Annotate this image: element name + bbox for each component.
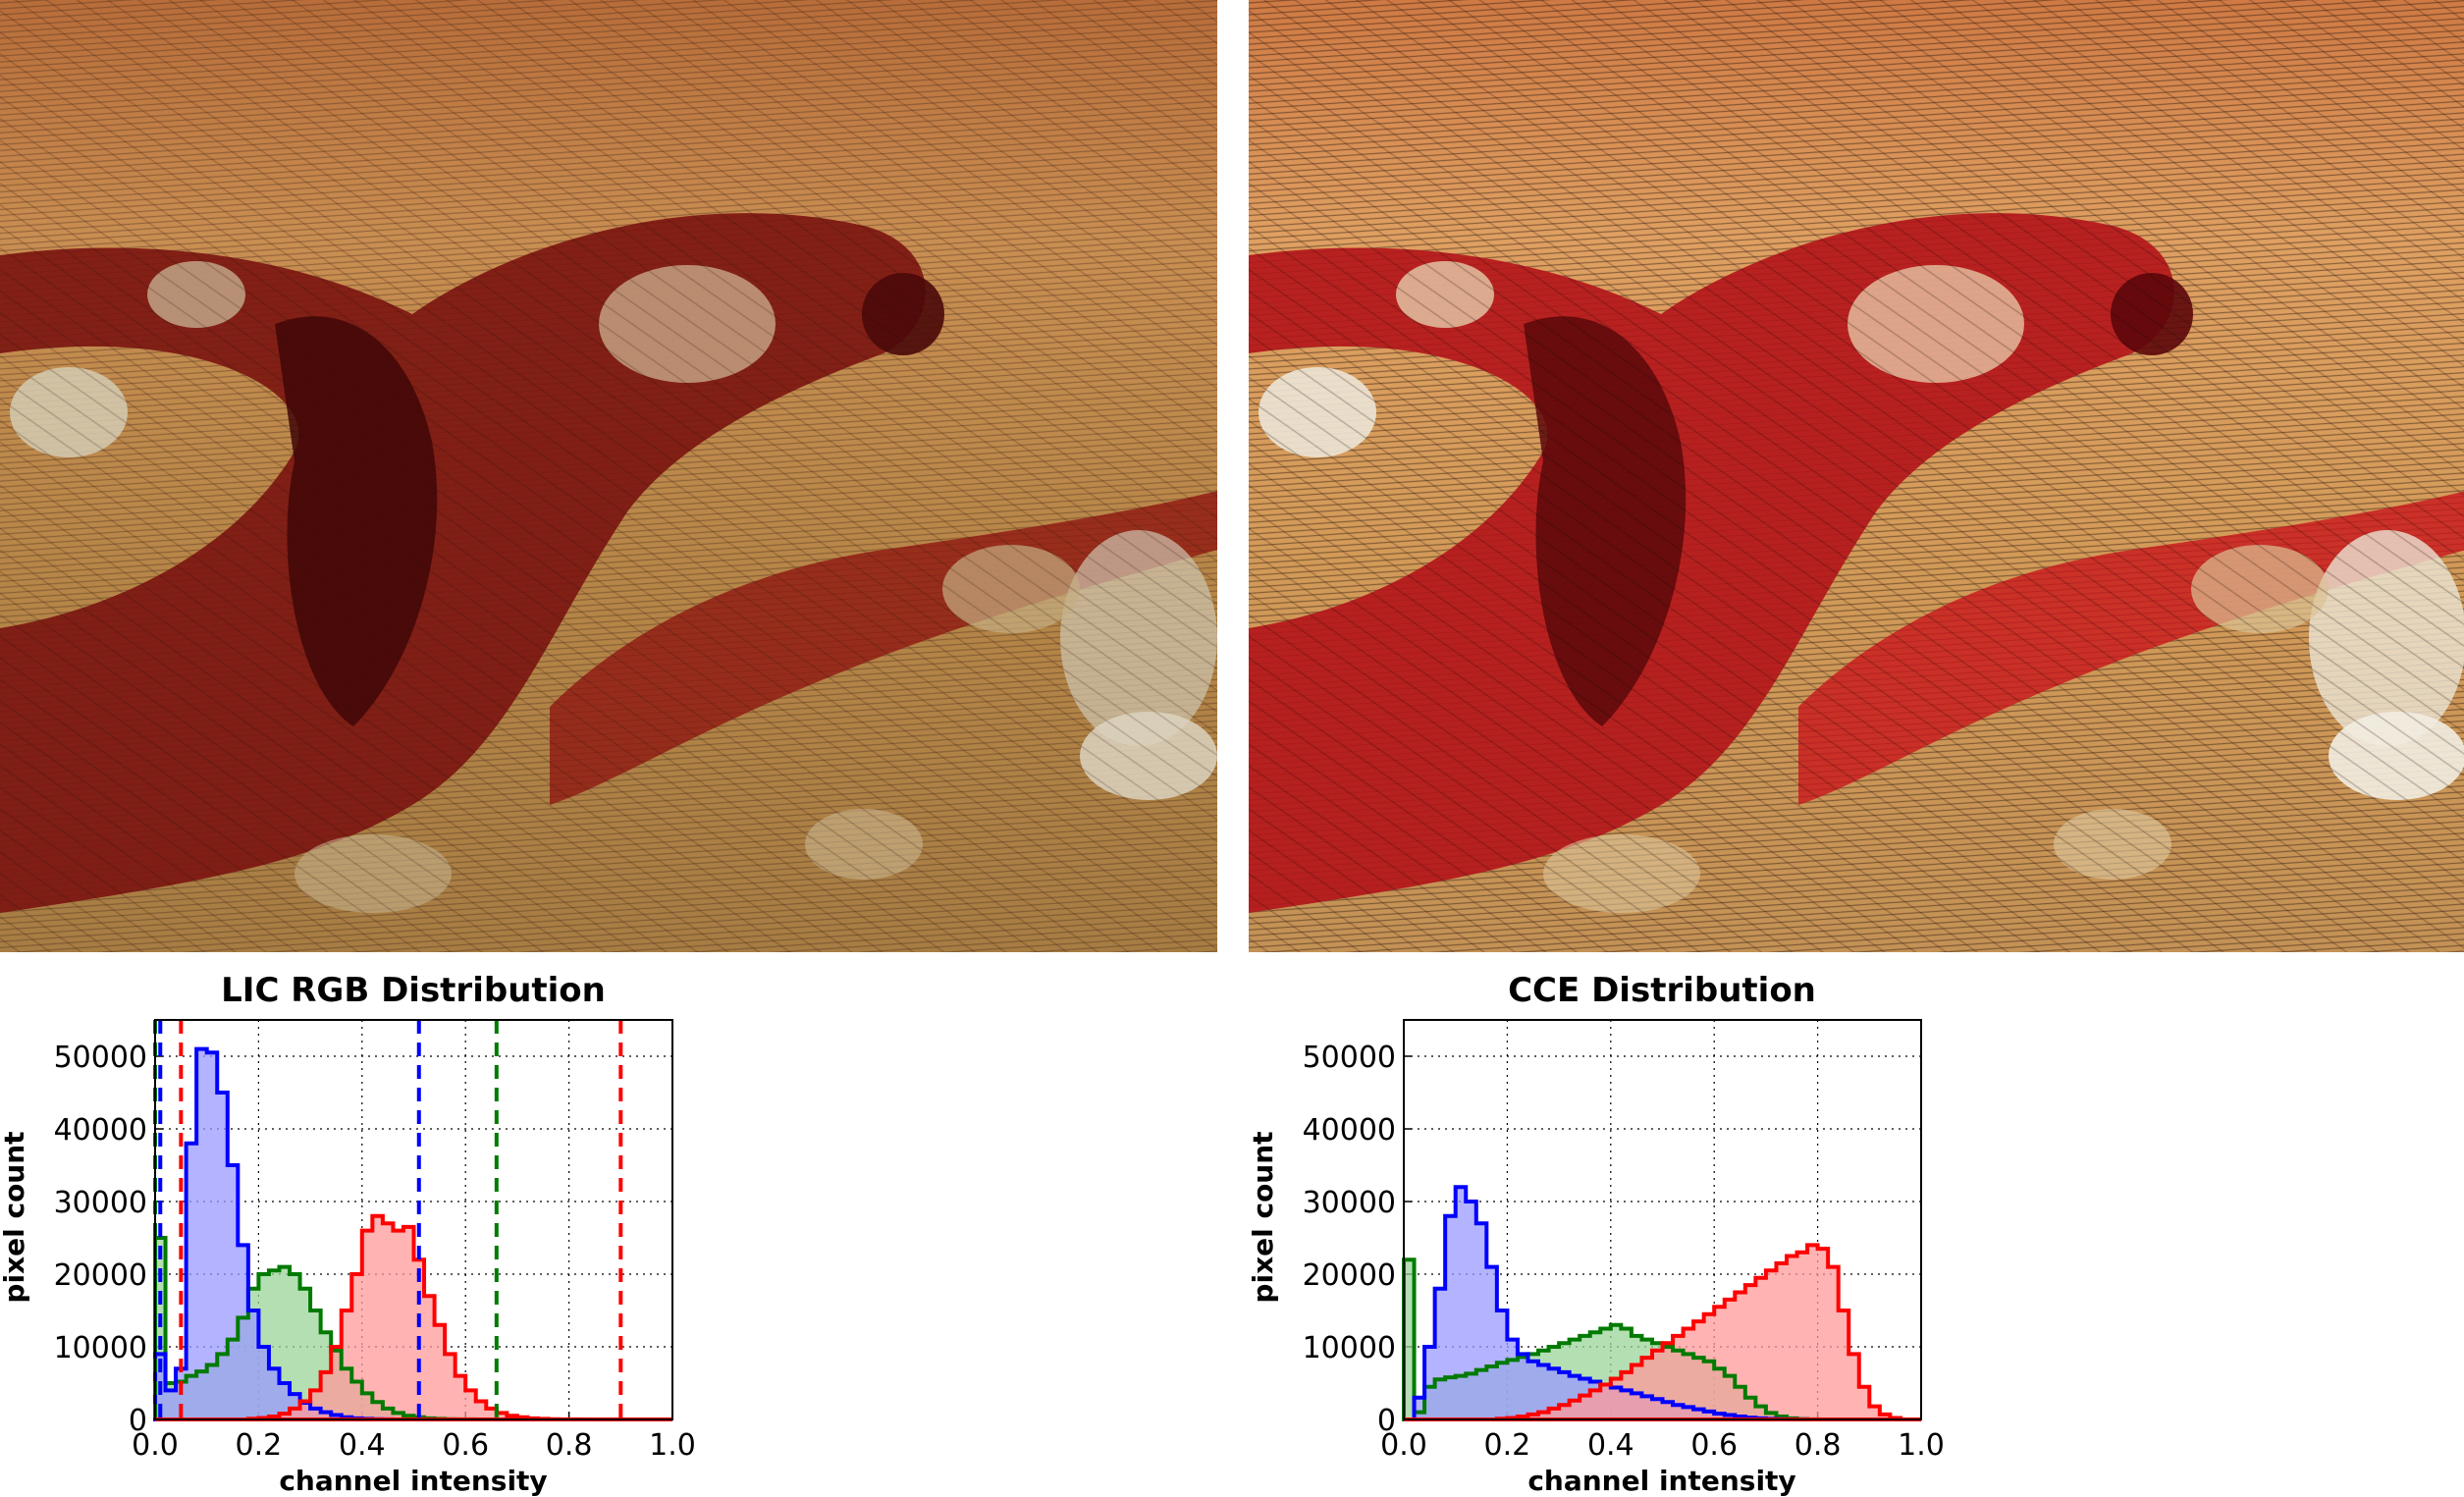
x-tick-label: 1.0 [649,1428,696,1463]
plot-frame [154,1019,673,1420]
lic-rgb-histogram: LIC RGB Distribution pixel count channel… [0,957,707,1497]
y-tick-label: 50000 [1303,1041,1396,1075]
x-tick-label: 0.4 [1587,1428,1634,1463]
cce-histogram: CCE Distribution pixel count channel int… [1249,957,1955,1497]
x-tick-label: 0.0 [132,1428,179,1463]
x-axis-label: channel intensity [1527,1465,1795,1497]
plot-area: 0.0 0.2 0.4 0.6 0.8 1.0 0 10000 20000 30000 40000 5… [54,1019,696,1463]
red-histogram-fill [1404,1245,1921,1419]
chart-title: LIC RGB Distribution [221,971,606,1010]
plot-area: 0.0 0.2 0.4 0.6 0.8 1.0 0 10000 20000 30000 40000 5… [1303,1019,1945,1463]
x-tick-label: 1.0 [1898,1428,1945,1463]
y-tick-label: 50000 [54,1041,147,1075]
y-tick-label: 20000 [54,1258,147,1293]
y-tick-label: 0 [129,1404,147,1438]
y-tick-label: 40000 [54,1113,147,1148]
y-tick-label: 10000 [1303,1331,1396,1365]
lic-rgb-histogram-svg: LIC RGB Distribution pixel count channel… [0,971,696,1497]
x-tick-label: 0.8 [1794,1428,1842,1463]
y-tick-label: 40000 [1303,1113,1396,1148]
y-tick-label: 10000 [54,1331,147,1365]
plot-frame [1403,1019,1922,1420]
y-axis-label: pixel count [0,1131,30,1303]
y-tick-label: 30000 [1303,1186,1396,1220]
x-tick-label: 0.2 [1484,1428,1531,1463]
y-tick-label: 0 [1377,1404,1396,1438]
y-axis-label: pixel count [1249,1131,1279,1303]
x-tick-label: 0.6 [1690,1428,1738,1463]
x-tick-label: 0.8 [546,1428,593,1463]
blue-histogram-fill [155,1048,672,1419]
x-axis-label: channel intensity [279,1465,547,1497]
green-histogram-fill [155,1238,672,1419]
x-tick-label: 0.0 [1380,1428,1427,1463]
cce-histogram-svg: CCE Distribution pixel count channel int… [1249,971,1945,1497]
y-tick-label: 30000 [54,1186,147,1220]
red-histogram-outline [1404,1243,1921,1421]
x-tick-label: 0.2 [236,1428,283,1463]
x-tick-label: 0.6 [442,1428,489,1463]
y-tick-label: 20000 [1303,1258,1396,1293]
lic-image [0,0,1217,952]
cce-image [1249,0,2464,952]
chart-title: CCE Distribution [1508,971,1816,1010]
red-histogram-fill [155,1215,672,1419]
x-tick-label: 0.4 [339,1428,386,1463]
